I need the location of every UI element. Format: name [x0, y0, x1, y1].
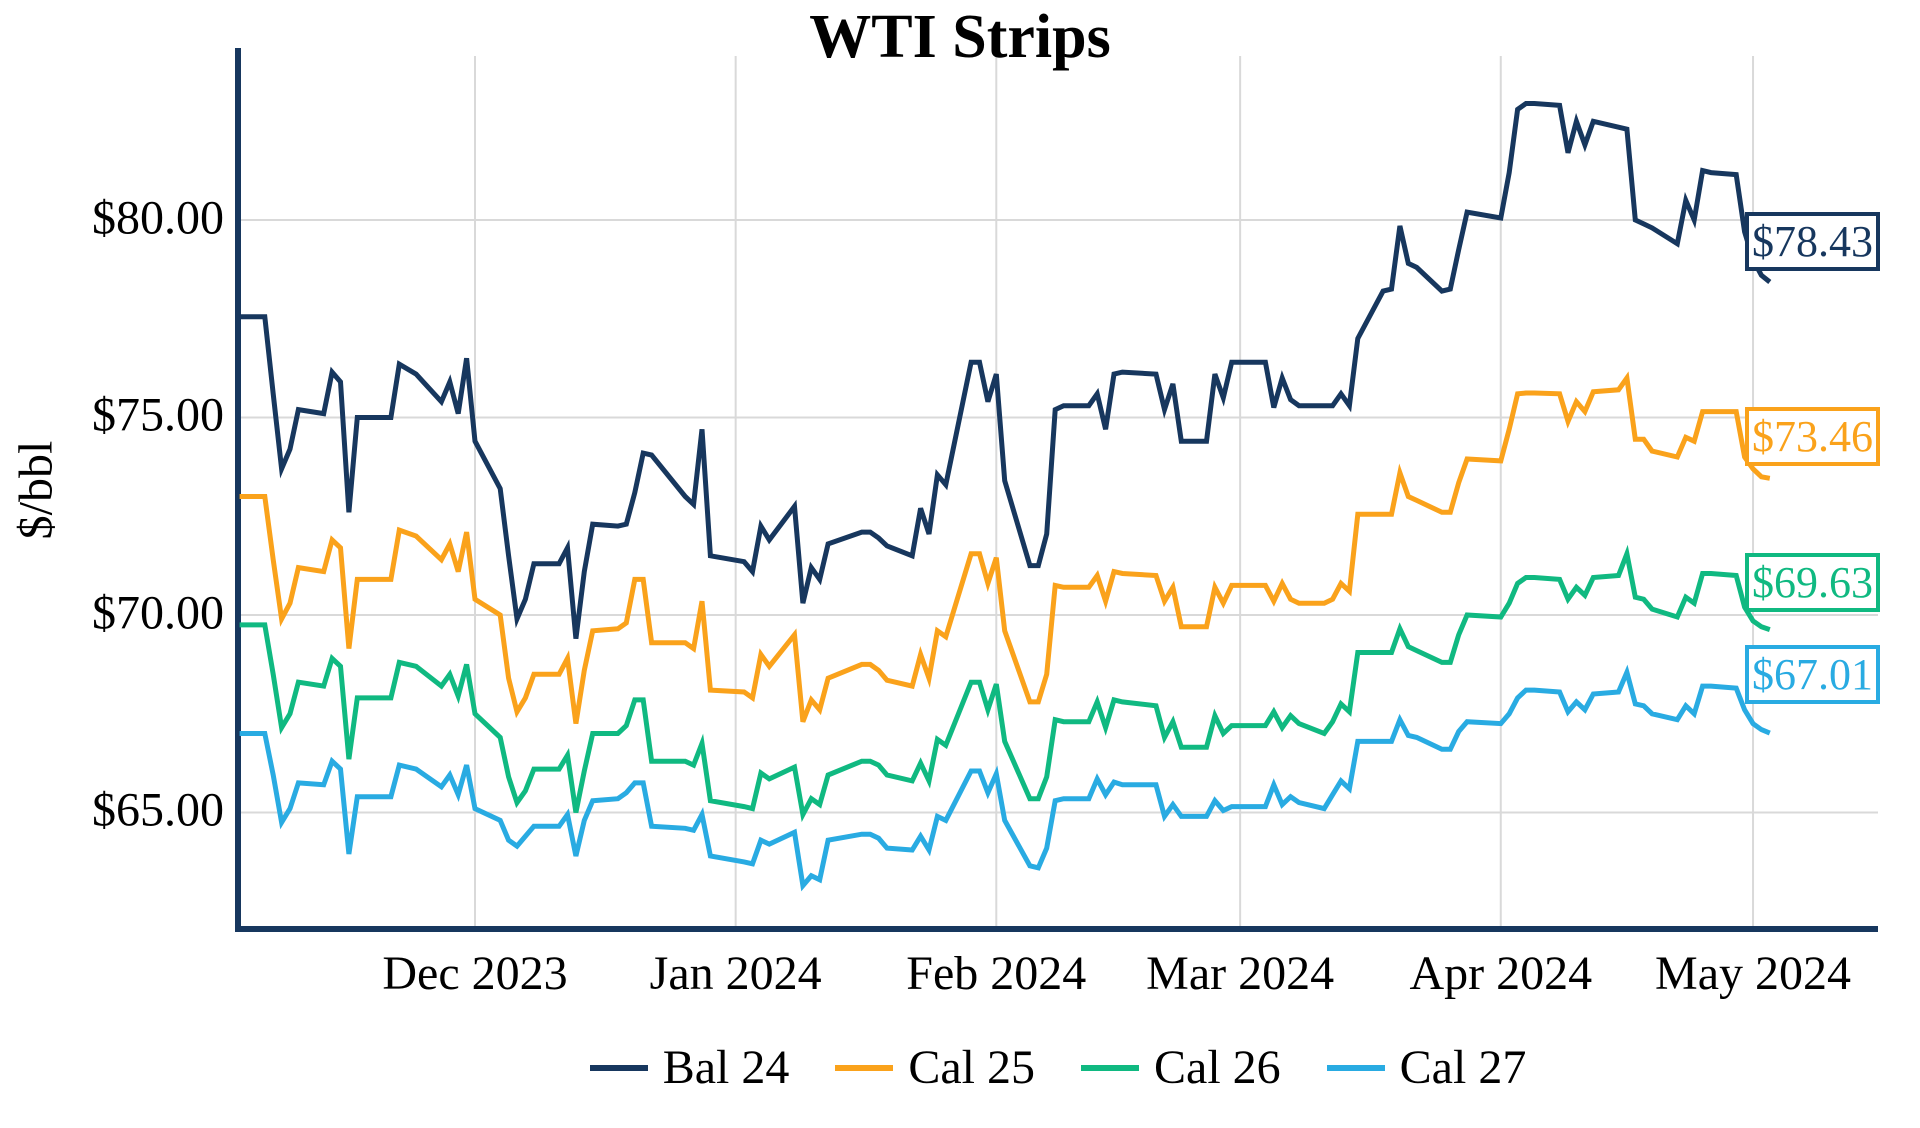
x-tick-dec-2023: Dec 2023: [382, 947, 568, 1000]
chart-title: WTI Strips: [809, 3, 1111, 71]
legend-item-cal-25: Cal 25: [835, 1040, 1035, 1095]
legend-label-bal-24: Bal 24: [662, 1041, 790, 1094]
end-value-text-cal-25: $73.46: [1752, 412, 1873, 462]
end-value-text-cal-27: $67.01: [1752, 650, 1873, 700]
y-tick-75: $75.00: [92, 388, 224, 442]
end-value-text-bal-24: $78.43: [1752, 217, 1873, 266]
y-tick-80: $80.00: [92, 191, 224, 245]
end-value-label-bal-24: $78.43: [1745, 212, 1880, 271]
x-tick-mar-2024: Mar 2024: [1146, 947, 1335, 1000]
legend-line-swatch-cal-27: [1326, 1064, 1385, 1071]
legend-item-bal-24: Bal 24: [589, 1040, 790, 1095]
end-value-label-cal-25: $73.46: [1745, 407, 1880, 467]
x-tick-jan-2024: Jan 2024: [649, 947, 822, 1000]
x-tick-apr-2024: Apr 2024: [1409, 947, 1593, 1000]
legend-label-cal-26: Cal 26: [1154, 1041, 1281, 1094]
legend-line-swatch-cal-25: [835, 1064, 894, 1071]
y-axis-label: $/bbl: [9, 440, 63, 540]
y-tick-70: $70.00: [92, 586, 224, 640]
end-value-label-cal-26: $69.63: [1745, 552, 1880, 612]
y-tick-65: $65.00: [92, 783, 224, 837]
legend-label-cal-27: Cal 27: [1399, 1041, 1527, 1094]
x-tick-feb-2024: Feb 2024: [906, 947, 1087, 1000]
end-value-text-cal-26: $69.63: [1752, 557, 1873, 607]
legend: Bal 24 Cal 25 Cal 26 Cal 27: [238, 1040, 1878, 1095]
end-value-label-cal-27: $67.01: [1745, 645, 1880, 705]
legend-item-cal-26: Cal 26: [1081, 1040, 1281, 1095]
x-tick-may-2024: May 2024: [1655, 947, 1852, 1000]
legend-line-swatch-cal-26: [1081, 1064, 1139, 1071]
legend-line-swatch-bal-24: [589, 1064, 648, 1071]
legend-label-cal-25: Cal 25: [908, 1041, 1035, 1094]
legend-item-cal-27: Cal 27: [1326, 1040, 1527, 1095]
